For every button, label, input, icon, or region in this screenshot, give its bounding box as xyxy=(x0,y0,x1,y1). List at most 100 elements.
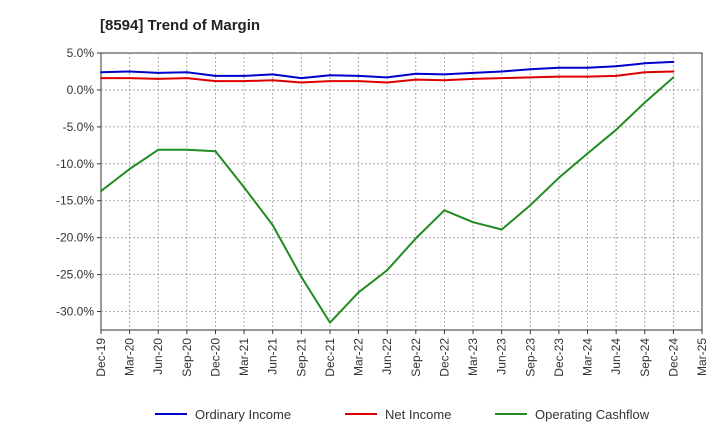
x-tick-label: Jun-21 xyxy=(266,338,280,375)
chart-title: [8594] Trend of Margin xyxy=(100,17,260,34)
grid-lines xyxy=(101,53,702,330)
x-tick-label: Jun-24 xyxy=(609,338,623,375)
data-point xyxy=(357,80,360,83)
data-point xyxy=(414,237,417,240)
x-tick-label: Dec-23 xyxy=(552,338,566,377)
y-tick-label: -10.0% xyxy=(56,157,94,171)
x-tick-label: Dec-20 xyxy=(208,338,222,377)
data-point xyxy=(586,75,589,78)
data-point xyxy=(672,60,675,63)
x-tick-label: Sep-20 xyxy=(180,338,194,377)
x-tick-label: Sep-22 xyxy=(409,338,423,377)
data-point xyxy=(472,71,474,74)
data-point xyxy=(214,150,217,153)
data-point xyxy=(643,62,646,65)
data-point xyxy=(443,79,446,82)
data-point xyxy=(214,74,217,77)
data-point xyxy=(500,70,503,73)
x-tick-label: Mar-21 xyxy=(237,338,251,376)
series-lines xyxy=(100,60,675,324)
data-point xyxy=(300,81,303,84)
data-point xyxy=(100,190,102,193)
data-point xyxy=(472,77,474,80)
data-point xyxy=(329,80,331,83)
data-point xyxy=(157,148,160,151)
data-point xyxy=(529,76,532,79)
data-point xyxy=(386,81,389,84)
data-point xyxy=(128,70,131,73)
y-tick-label: 0.0% xyxy=(67,83,95,97)
x-tick-label: Sep-23 xyxy=(523,338,537,377)
data-point xyxy=(529,68,532,71)
data-point xyxy=(615,74,618,77)
data-point xyxy=(672,76,675,79)
x-tick-label: Sep-21 xyxy=(294,338,308,377)
data-point xyxy=(100,77,102,80)
y-tick-label: 5.0% xyxy=(67,46,95,60)
data-point xyxy=(243,186,246,189)
x-tick-label: Jun-22 xyxy=(380,338,394,375)
data-point xyxy=(643,71,646,74)
data-point xyxy=(157,71,160,74)
legend-label: Net Income xyxy=(385,407,451,422)
legend-label: Ordinary Income xyxy=(195,407,291,422)
data-point xyxy=(214,80,217,83)
data-point xyxy=(557,75,560,78)
data-point xyxy=(443,73,446,76)
data-point xyxy=(185,77,188,80)
x-tick-label: Mar-20 xyxy=(123,338,137,376)
data-point xyxy=(557,176,560,179)
x-tick-label: Mar-24 xyxy=(581,338,595,376)
data-point xyxy=(185,71,188,74)
data-point xyxy=(500,228,503,231)
y-tick-label: -15.0% xyxy=(56,194,94,208)
data-point xyxy=(185,148,188,151)
y-tick-label: -25.0% xyxy=(56,268,94,282)
x-tick-label: Jun-23 xyxy=(495,338,509,375)
y-tick-label: -5.0% xyxy=(63,120,95,134)
data-point xyxy=(357,291,360,294)
data-point xyxy=(300,77,303,80)
data-point xyxy=(300,275,303,278)
data-point xyxy=(615,128,618,131)
x-tick-label: Dec-21 xyxy=(323,338,337,377)
x-tick-label: Dec-22 xyxy=(437,338,451,377)
data-point xyxy=(529,204,532,207)
data-point xyxy=(615,65,618,68)
data-point xyxy=(586,152,589,155)
legend-label: Operating Cashflow xyxy=(535,407,650,422)
data-point xyxy=(500,77,503,80)
data-point xyxy=(128,77,131,80)
data-point xyxy=(271,79,274,82)
data-point xyxy=(643,101,646,104)
data-point xyxy=(357,74,360,77)
data-point xyxy=(386,269,389,272)
data-point xyxy=(329,321,331,324)
data-point xyxy=(414,72,417,75)
y-tick-label: -30.0% xyxy=(56,305,94,319)
data-point xyxy=(100,71,102,74)
data-point xyxy=(414,78,417,81)
y-axis-ticks: 5.0% 0.0% -5.0% -10.0% -15.0% -20.0% -25.0% -30… xyxy=(56,46,101,319)
x-tick-label: Dec-24 xyxy=(666,338,680,377)
y-tick-label: -20.0% xyxy=(56,231,94,245)
x-tick-label: Mar-22 xyxy=(352,338,366,376)
data-point xyxy=(128,168,131,170)
data-point xyxy=(586,66,589,69)
data-point xyxy=(443,209,446,212)
data-point xyxy=(271,224,274,227)
x-tick-label: Sep-24 xyxy=(638,338,652,377)
data-point xyxy=(157,77,160,80)
plot-area xyxy=(100,52,703,331)
x-tick-label: Mar-23 xyxy=(466,338,480,376)
legend: Ordinary Income Net Income Operating Cashf… xyxy=(155,407,650,422)
data-point xyxy=(243,74,246,77)
data-point xyxy=(271,73,274,76)
data-point xyxy=(557,66,560,69)
data-point xyxy=(672,70,675,73)
x-tick-label: Jun-20 xyxy=(151,338,165,375)
data-point xyxy=(472,221,474,224)
data-point xyxy=(386,76,389,79)
